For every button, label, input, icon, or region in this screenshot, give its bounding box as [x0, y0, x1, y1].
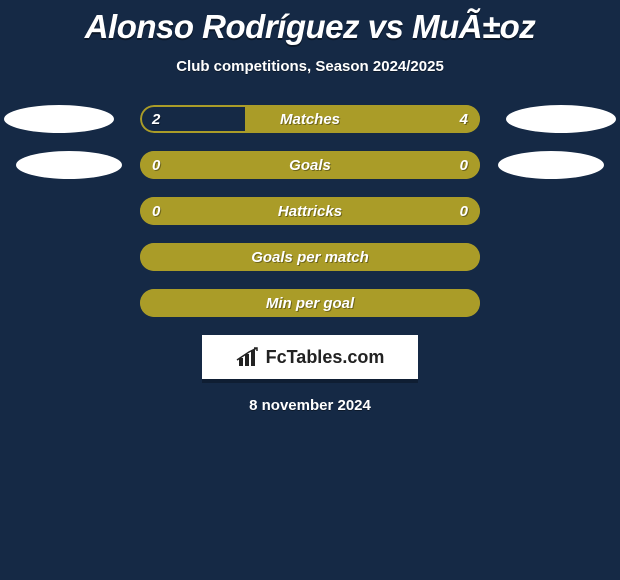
stat-label: Goals [140, 151, 480, 179]
brand-chart-icon [236, 346, 262, 368]
stat-bar: 00Hattricks [140, 197, 480, 225]
stat-row: 00Goals [0, 151, 620, 179]
player-badge-right [506, 105, 616, 133]
stat-bar: 00Goals [140, 151, 480, 179]
footer-date: 8 november 2024 [0, 397, 620, 414]
stat-row: Goals per match [0, 243, 620, 271]
stat-label: Matches [140, 105, 480, 133]
stat-row: 00Hattricks [0, 197, 620, 225]
player-badge-left [4, 105, 114, 133]
stat-bar: Min per goal [140, 289, 480, 317]
comparison-widget: Alonso Rodríguez vs MuÃ±oz Club competit… [0, 0, 620, 580]
brand-box[interactable]: FcTables.com [202, 335, 418, 379]
page-subtitle: Club competitions, Season 2024/2025 [0, 46, 620, 75]
stat-bar: Goals per match [140, 243, 480, 271]
stat-row: 24Matches [0, 105, 620, 133]
stat-label: Hattricks [140, 197, 480, 225]
stat-bar: 24Matches [140, 105, 480, 133]
brand-text: FcTables.com [266, 347, 385, 368]
page-title: Alonso Rodríguez vs MuÃ±oz [0, 0, 620, 46]
stat-label: Goals per match [140, 243, 480, 271]
stat-rows: 24Matches 00Goals 00Hattricks Goals per mat… [0, 105, 620, 317]
stat-label: Min per goal [140, 289, 480, 317]
stat-row: Min per goal [0, 289, 620, 317]
player-badge-left [16, 151, 122, 179]
player-badge-right [498, 151, 604, 179]
